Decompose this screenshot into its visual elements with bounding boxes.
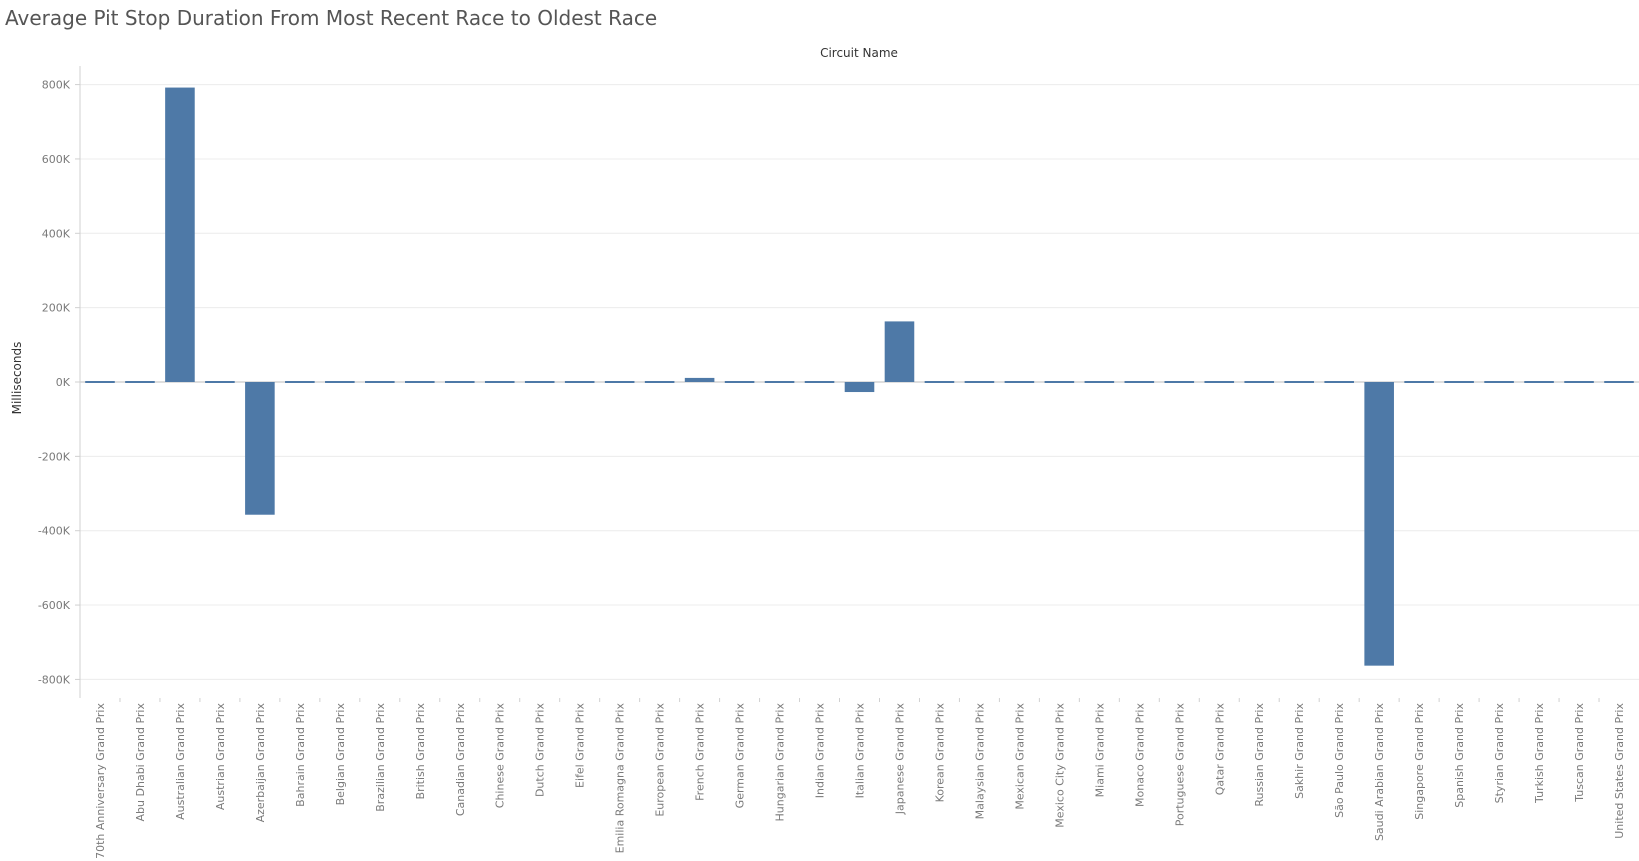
bar[interactable] [1324,381,1354,383]
bar[interactable] [325,381,355,383]
x-category-label: Bahrain Grand Prix [294,703,307,807]
y-tick-label: -800K [38,673,71,686]
x-category-label: Portuguese Grand Prix [1173,703,1186,827]
y-axis-ticks: 800K 600K 400K 200K 0K -200K -400K -600K -800K [38,66,81,698]
x-category-label: Mexico City Grand Prix [1053,703,1066,828]
y-tick-label: 0K [56,376,71,389]
bar[interactable] [524,381,555,383]
x-category-label: United States Grand Prix [1613,703,1626,839]
bar[interactable] [1004,381,1035,383]
x-category-label: European Grand Prix [654,703,667,817]
bar[interactable] [804,381,835,383]
bars [85,87,1634,666]
y-tick-label: -200K [38,450,71,463]
bar[interactable] [1604,381,1634,383]
x-category-label: Japanese Grand Prix [893,703,906,816]
bar[interactable] [285,381,315,383]
x-category-label: British Grand Prix [414,703,427,800]
bar[interactable] [165,87,195,383]
x-category-label: Korean Grand Prix [933,703,946,803]
x-category-label: Azerbaijan Grand Prix [254,703,267,823]
bar[interactable] [85,381,115,383]
x-category-label: Eifel Grand Prix [574,703,587,788]
bar[interactable] [1564,381,1594,383]
column-header: Circuit Name [820,46,898,60]
x-category-label: Turkish Grand Prix [1533,703,1546,804]
bar[interactable] [1524,381,1554,383]
x-axis-categories: 70th Anniversary Grand Prix Abu Dhabi Gra… [94,698,1626,859]
y-tick-label: 600K [42,153,71,166]
x-category-label: Qatar Grand Prix [1213,703,1226,796]
x-category-label: Australian Grand Prix [174,703,187,820]
bar[interactable] [764,381,795,383]
chart-title: Average Pit Stop Duration From Most Rece… [5,6,658,30]
x-category-label: Hungarian Grand Prix [774,703,787,822]
x-category-label: Italian Grand Prix [854,703,867,799]
x-category-label: 70th Anniversary Grand Prix [94,703,107,859]
x-category-label: Chinese Grand Prix [494,703,507,809]
bar[interactable] [924,381,955,383]
bar[interactable] [125,381,155,383]
y-axis-title: Milliseconds [10,342,24,415]
bar[interactable] [1204,381,1235,383]
x-category-label: German Grand Prix [734,703,747,809]
x-category-label: Styrian Grand Prix [1493,703,1506,804]
x-category-label: French Grand Prix [694,703,707,801]
bar[interactable] [444,381,475,383]
x-category-label: Singapore Grand Prix [1413,703,1426,820]
bar[interactable] [1444,381,1474,383]
y-tick-label: 200K [42,302,71,315]
bar[interactable] [844,382,875,393]
bar[interactable] [1044,381,1075,383]
bar[interactable] [365,381,395,383]
x-category-label: Spanish Grand Prix [1453,703,1466,808]
bar[interactable] [1084,381,1115,383]
x-category-label: Emilia Romagna Grand Prix [614,703,627,854]
x-category-label: Miami Grand Prix [1093,703,1106,798]
bar[interactable] [724,381,755,383]
y-tick-label: 800K [42,79,71,92]
y-tick-label: -400K [38,525,71,538]
x-category-label: Malaysian Grand Prix [973,703,986,820]
x-category-label: Austrian Grand Prix [214,703,227,811]
x-category-label: Canadian Grand Prix [454,703,467,817]
x-category-label: Dutch Grand Prix [534,703,547,798]
bar[interactable] [245,382,275,515]
bar[interactable] [1484,381,1514,383]
bar[interactable] [205,381,235,383]
x-category-label: Saudi Arabian Grand Prix [1373,703,1386,842]
bar[interactable] [644,381,675,383]
x-category-label: Monaco Grand Prix [1133,703,1146,807]
x-category-label: Tuscan Grand Prix [1573,703,1586,803]
y-tick-label: 400K [42,227,71,240]
bar[interactable] [1244,381,1275,383]
bar[interactable] [684,377,715,382]
bar[interactable] [1284,381,1315,383]
bar[interactable] [484,381,515,383]
bar[interactable] [1404,381,1434,383]
bar[interactable] [604,381,635,383]
x-category-label: Brazilian Grand Prix [374,703,387,812]
x-category-label: São Paulo Grand Prix [1333,703,1346,818]
x-category-label: Sakhir Grand Prix [1293,703,1306,799]
x-category-label: Abu Dhabi Grand Prix [134,703,147,822]
y-tick-label: -600K [38,599,71,612]
bar[interactable] [884,321,915,382]
bar[interactable] [964,381,995,383]
x-category-label: Indian Grand Prix [814,703,827,799]
bar[interactable] [1364,382,1394,666]
bar[interactable] [564,381,595,383]
bar[interactable] [1124,381,1155,383]
bar[interactable] [1164,381,1195,383]
bar[interactable] [404,381,435,383]
x-category-label: Mexican Grand Prix [1013,703,1026,810]
x-category-label: Russian Grand Prix [1253,703,1266,807]
x-category-label: Belgian Grand Prix [334,703,347,806]
